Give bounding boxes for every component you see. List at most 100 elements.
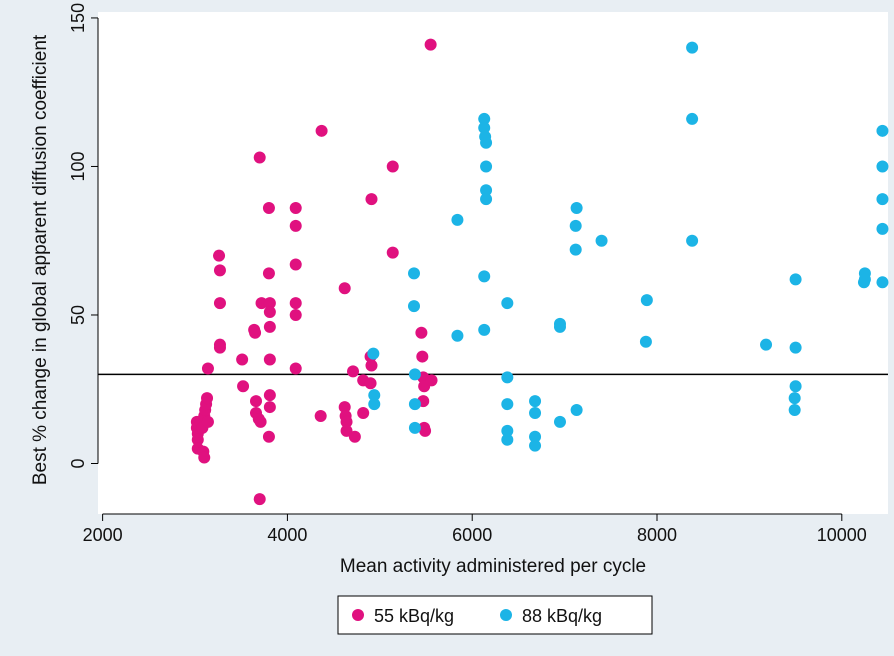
data-point bbox=[263, 297, 276, 310]
data-point bbox=[237, 380, 250, 393]
data-point bbox=[408, 267, 420, 280]
axes: 0 50 100 150 2000 4000 6000 8000 10000 bbox=[68, 3, 867, 545]
legend-label-55: 55 kBq/kg bbox=[374, 606, 454, 626]
data-point bbox=[289, 308, 302, 321]
data-point bbox=[425, 374, 438, 387]
data-point bbox=[480, 160, 493, 173]
data-point bbox=[640, 294, 653, 307]
data-point bbox=[289, 202, 302, 215]
plot-area bbox=[98, 12, 888, 514]
legend: 55 kBq/kg 88 kBq/kg bbox=[337, 595, 653, 635]
x-tick-label: 8000 bbox=[637, 525, 677, 545]
data-point bbox=[250, 395, 262, 408]
data-point bbox=[570, 202, 583, 215]
data-point bbox=[368, 389, 381, 402]
data-point bbox=[529, 395, 542, 408]
legend-box bbox=[337, 595, 653, 635]
data-point bbox=[368, 398, 381, 411]
data-point bbox=[501, 297, 514, 310]
data-point bbox=[570, 404, 583, 417]
data-point bbox=[686, 41, 699, 54]
data-point bbox=[263, 401, 276, 414]
data-point bbox=[255, 297, 268, 310]
data-point bbox=[686, 234, 699, 247]
data-point bbox=[553, 415, 566, 428]
data-point bbox=[501, 433, 514, 446]
data-point bbox=[213, 341, 226, 354]
data-point bbox=[262, 267, 275, 280]
data-point bbox=[263, 306, 276, 319]
y-axis-label: Best % change in global apparent diffusi… bbox=[30, 34, 51, 485]
data-point bbox=[338, 282, 351, 295]
data-points bbox=[190, 38, 889, 506]
data-point bbox=[789, 341, 802, 354]
data-point bbox=[367, 347, 380, 360]
data-point bbox=[289, 297, 302, 310]
data-point bbox=[569, 243, 582, 256]
data-point bbox=[553, 320, 566, 333]
legend-label-88: 88 kBq/kg bbox=[522, 606, 602, 626]
data-point bbox=[357, 407, 370, 420]
data-point bbox=[198, 451, 211, 464]
data-point bbox=[760, 338, 773, 351]
data-point bbox=[569, 219, 582, 232]
data-point bbox=[501, 398, 514, 411]
data-point bbox=[347, 365, 360, 378]
data-point bbox=[315, 124, 328, 137]
data-point bbox=[254, 415, 267, 428]
data-point bbox=[788, 404, 801, 417]
data-point bbox=[289, 219, 302, 232]
data-point bbox=[236, 353, 249, 366]
data-point bbox=[419, 424, 432, 437]
data-point bbox=[639, 335, 652, 348]
data-point bbox=[529, 430, 542, 443]
data-point bbox=[416, 350, 429, 363]
data-point bbox=[289, 258, 302, 271]
x-tick-label: 2000 bbox=[83, 525, 123, 545]
data-point bbox=[788, 392, 801, 405]
data-point bbox=[201, 392, 214, 405]
data-point bbox=[789, 273, 802, 286]
data-point bbox=[408, 368, 421, 381]
data-point bbox=[213, 249, 226, 262]
data-point bbox=[348, 430, 361, 443]
data-point bbox=[365, 359, 378, 372]
data-point bbox=[876, 276, 889, 289]
data-point bbox=[789, 380, 802, 393]
data-point bbox=[876, 193, 889, 206]
data-point bbox=[876, 160, 889, 173]
y-tick-label: 0 bbox=[68, 458, 88, 468]
data-point bbox=[595, 234, 608, 247]
data-point bbox=[213, 264, 226, 277]
data-point bbox=[408, 300, 420, 313]
data-point bbox=[191, 433, 204, 446]
data-point bbox=[480, 184, 493, 197]
y-tick-label: 100 bbox=[68, 151, 88, 181]
data-point bbox=[415, 326, 428, 339]
data-point bbox=[451, 213, 464, 226]
data-point bbox=[263, 320, 276, 333]
y-tick-label: 150 bbox=[68, 3, 88, 33]
x-tick-label: 6000 bbox=[452, 525, 492, 545]
data-point bbox=[201, 362, 214, 375]
x-tick-label: 10000 bbox=[817, 525, 867, 545]
data-point bbox=[249, 326, 262, 339]
series-88 bbox=[367, 41, 889, 452]
data-point bbox=[451, 329, 464, 342]
data-point bbox=[314, 409, 327, 422]
data-point bbox=[529, 439, 542, 452]
data-point bbox=[501, 424, 514, 437]
data-point bbox=[529, 407, 542, 420]
data-point bbox=[253, 493, 266, 506]
data-point bbox=[263, 353, 276, 366]
data-point bbox=[686, 112, 699, 125]
data-point bbox=[501, 371, 514, 384]
data-point bbox=[478, 270, 491, 283]
x-axis-label: Mean activity administered per cycle bbox=[340, 556, 646, 577]
data-point bbox=[424, 38, 437, 51]
data-point bbox=[876, 124, 889, 137]
data-point bbox=[201, 415, 214, 428]
data-point bbox=[478, 112, 491, 125]
data-point bbox=[480, 193, 493, 206]
